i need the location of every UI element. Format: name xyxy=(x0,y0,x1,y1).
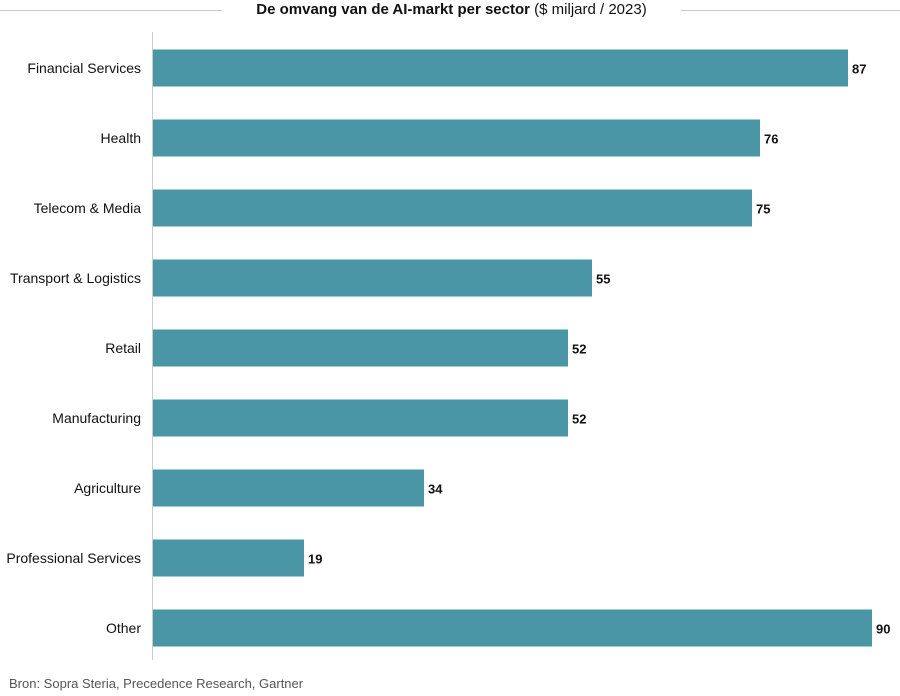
category-label: Manufacturing xyxy=(52,410,141,426)
category-label: Agriculture xyxy=(74,480,141,496)
value-label: 75 xyxy=(756,202,770,217)
bar-chart: Financial Services 87 Health 76 Telecom & Me… xyxy=(6,32,890,660)
bar xyxy=(152,539,304,577)
category-label: Professional Services xyxy=(6,550,141,566)
category-label: Health xyxy=(101,130,141,146)
title-rule-right xyxy=(681,10,900,11)
category-label: Other xyxy=(106,620,141,636)
bar xyxy=(152,189,752,227)
category-label: Retail xyxy=(105,340,141,356)
category-label: Transport & Logistics xyxy=(10,270,141,286)
bar xyxy=(152,399,568,437)
source-note: Bron: Sopra Steria, Precedence Research,… xyxy=(9,676,304,691)
value-label: 52 xyxy=(572,412,586,427)
value-label: 55 xyxy=(596,272,610,287)
chart-title: De omvang van de AI-markt per sector ($ … xyxy=(222,1,681,19)
value-label: 87 xyxy=(852,62,866,77)
category-label: Telecom & Media xyxy=(34,200,142,216)
value-label: 76 xyxy=(764,132,778,147)
value-label: 90 xyxy=(876,622,890,637)
bar xyxy=(152,49,848,87)
bar xyxy=(152,469,424,507)
bar xyxy=(152,259,592,297)
bar xyxy=(152,609,872,647)
value-label: 34 xyxy=(428,482,443,497)
chart-title-unit: ($ miljard / 2023) xyxy=(534,1,647,18)
chart-title-main: De omvang van de AI-markt per sector xyxy=(256,1,530,18)
chart-title-row: De omvang van de AI-markt per sector ($ … xyxy=(0,0,900,22)
bar xyxy=(152,329,568,367)
category-label: Financial Services xyxy=(27,60,141,76)
title-rule-left xyxy=(0,10,222,11)
bar xyxy=(152,119,760,157)
value-label: 19 xyxy=(308,552,322,567)
value-label: 52 xyxy=(572,342,586,357)
